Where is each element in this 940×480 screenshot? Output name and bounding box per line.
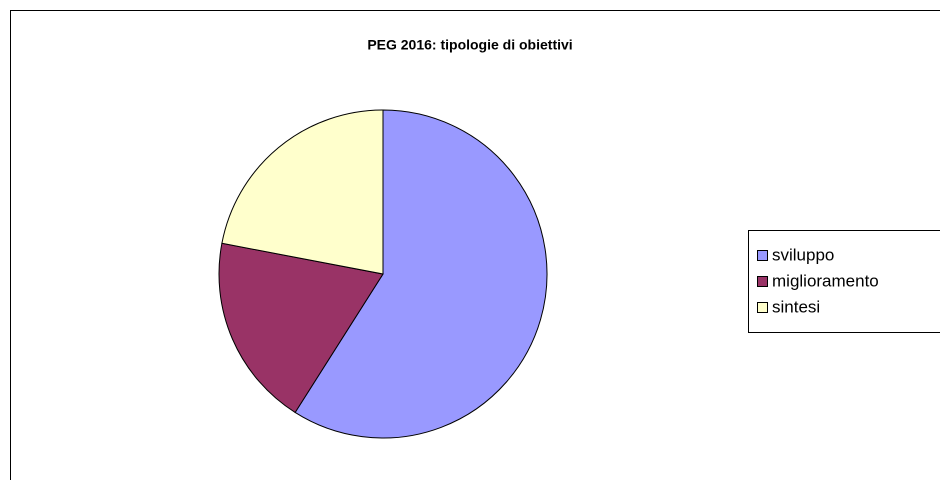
chart-title: PEG 2016: tipologie di obiettivi [367, 37, 572, 53]
legend-label: sintesi [772, 297, 820, 316]
legend [748, 230, 940, 333]
pie-slice [221, 109, 384, 275]
legend-label: sviluppo [772, 245, 834, 264]
legend-swatch [757, 276, 768, 287]
pie-slice [294, 109, 548, 439]
legend-label: miglioramento [772, 271, 879, 290]
pie-slice [218, 242, 384, 414]
legend-swatch [757, 250, 768, 261]
legend-swatch [757, 302, 768, 313]
